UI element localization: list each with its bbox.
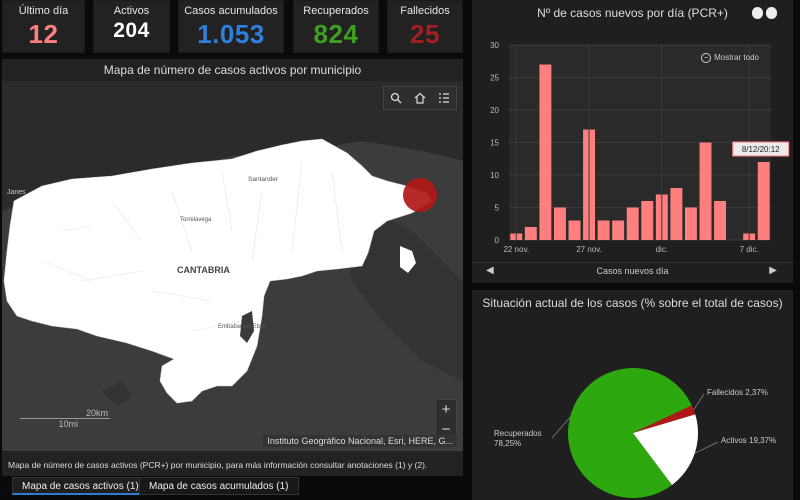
scale-bar: 20km 10mi xyxy=(20,408,110,429)
map-toolbar xyxy=(383,86,457,110)
pie-chart-title: Situación actual de los casos (% sobre e… xyxy=(482,296,783,310)
region-label: CANTABRIA xyxy=(177,265,230,275)
map-view[interactable]: Janes Santander Torrelavega CANTABRIA Em… xyxy=(2,81,463,451)
place-label-torrelavega: Torrelavega xyxy=(180,217,212,223)
new-cases-panel: Nº de casos nuevos por día (PCR+) − Mostr… xyxy=(472,0,793,283)
stat-card-cumulative: Casos acumulados 1.053 xyxy=(178,0,284,53)
x-tick-label: 27 nov. xyxy=(576,245,602,254)
y-tick-label: 10 xyxy=(490,171,499,180)
zoom-out-button[interactable]: − xyxy=(441,421,451,438)
bar[interactable] xyxy=(524,227,537,240)
place-label-janes: Janes xyxy=(7,189,26,196)
bar[interactable] xyxy=(757,162,770,240)
y-tick-label: 5 xyxy=(495,204,500,213)
cantabria-region xyxy=(3,138,433,404)
pie-label: Recuperados xyxy=(494,429,542,438)
bar-tooltip: 8/12/20:12 xyxy=(732,141,790,157)
pie-slice[interactable] xyxy=(633,405,696,433)
bar[interactable] xyxy=(641,201,654,240)
y-tick-label: 0 xyxy=(495,236,500,245)
scale-mi: 10mi xyxy=(58,419,78,429)
bar-chart-footer: ◀ Casos nuevos día ▶ xyxy=(472,262,793,282)
y-tick-label: 15 xyxy=(490,139,499,148)
stat-value: 12 xyxy=(28,19,59,49)
y-tick-label: 25 xyxy=(490,74,499,83)
bar[interactable] xyxy=(699,142,712,241)
map-title: Mapa de número de casos activos por muni… xyxy=(103,63,362,77)
prev-arrow-icon[interactable]: ◀ xyxy=(486,265,494,276)
pause-icon[interactable] xyxy=(752,7,763,19)
bar[interactable] xyxy=(568,220,581,241)
stat-value: 204 xyxy=(113,19,150,42)
stat-card-last-day: Último día 12 xyxy=(2,0,85,53)
tooltip-box xyxy=(732,141,790,157)
legend-list-icon[interactable] xyxy=(432,87,456,109)
case-status-panel: Situación actual de los casos (% sobre e… xyxy=(472,290,793,500)
stat-label: Último día xyxy=(18,5,69,17)
show-all-button[interactable]: − Mostrar todo xyxy=(701,53,759,63)
stat-label: Casos acumulados xyxy=(184,5,278,17)
x-axis-title: Casos nuevos día xyxy=(596,266,669,276)
pie-slice[interactable] xyxy=(568,368,692,498)
zoom-out-icon: − xyxy=(701,53,712,63)
stat-card-recovered: Recuperados 824 xyxy=(293,0,379,53)
zoom-in-button[interactable]: + xyxy=(441,401,451,418)
bar[interactable] xyxy=(714,201,727,240)
tooltip-text: 8/12/20:12 xyxy=(742,145,780,154)
x-tick-label: dic. xyxy=(656,245,668,254)
leader-line xyxy=(693,393,705,410)
pie-label: Activos 19,37% xyxy=(721,436,776,445)
stat-card-deaths: Fallecidos 25 xyxy=(387,0,463,53)
y-tick-label: 30 xyxy=(490,41,499,50)
pie-label: Fallecidos 2,37% xyxy=(707,388,768,397)
active-cases-marker[interactable] xyxy=(403,178,437,212)
bar[interactable] xyxy=(626,207,639,241)
bar-chart-title: Nº de casos nuevos por día (PCR+) xyxy=(537,6,728,20)
bar[interactable] xyxy=(553,207,566,241)
bar[interactable] xyxy=(539,64,552,241)
map-canvas[interactable]: Janes Santander Torrelavega CANTABRIA Em… xyxy=(2,81,463,451)
stat-value: 25 xyxy=(410,19,440,49)
tab-cumulative-cases-map[interactable]: Mapa de casos acumulados (1) xyxy=(139,477,299,495)
x-tick-label: 22 nov. xyxy=(503,245,529,254)
y-tick-label: 20 xyxy=(490,106,499,115)
place-label-embalse: Embalse del Ebro xyxy=(218,324,266,330)
bar[interactable] xyxy=(684,207,697,241)
stat-card-active: Activos 204 xyxy=(93,0,170,53)
stat-label: Activos xyxy=(113,5,150,17)
bar-chart[interactable]: 0 5 10 15 20 25 30 22 nov. 27 nov. dic. 7 dic. 8/12… xyxy=(472,0,793,262)
map-attribution[interactable]: Instituto Geográfico Nacional, Esri, HER… xyxy=(263,435,457,447)
stat-value: 824 xyxy=(313,19,359,49)
place-label-santander: Santander xyxy=(248,176,279,183)
map-caption: Mapa de número de casos activos (PCR+) p… xyxy=(8,460,428,470)
bar[interactable] xyxy=(612,220,625,241)
stat-label: Fallecidos xyxy=(400,5,450,17)
bar[interactable] xyxy=(597,220,610,241)
pie-label: 78,25% xyxy=(494,439,521,448)
home-icon[interactable] xyxy=(408,87,432,109)
stat-label: Recuperados xyxy=(303,5,369,17)
show-all-label: Mostrar todo xyxy=(714,53,759,62)
leader-line xyxy=(551,417,571,439)
pie-slice[interactable] xyxy=(633,414,698,485)
stat-value: 1.053 xyxy=(197,19,265,49)
tab-active-cases-map[interactable]: Mapa de casos activos (1) xyxy=(12,477,149,495)
search-icon[interactable] xyxy=(384,87,408,109)
info-icon[interactable] xyxy=(766,7,777,19)
leader-line xyxy=(694,441,719,454)
scale-km: 20km xyxy=(20,408,110,419)
bar[interactable] xyxy=(670,188,683,240)
x-tick-label: 7 dic. xyxy=(740,245,759,254)
next-arrow-icon[interactable]: ▶ xyxy=(769,265,777,276)
map-panel: Mapa de número de casos activos por muni… xyxy=(2,59,463,476)
